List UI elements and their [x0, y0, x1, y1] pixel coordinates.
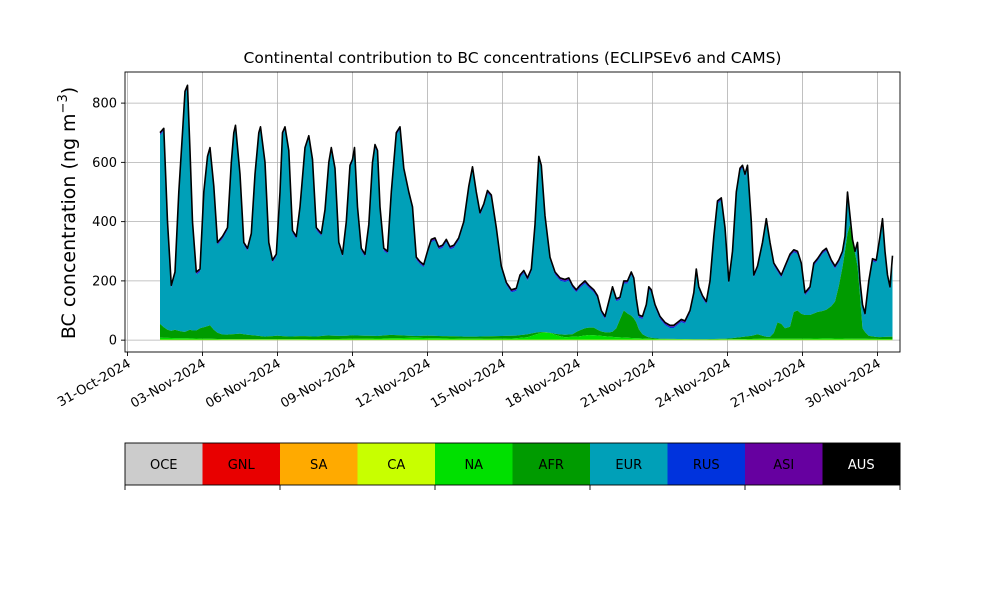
x-axis: 31-Oct-202403-Nov-202406-Nov-202409-Nov-…	[55, 352, 884, 411]
chart-title: Continental contribution to BC concentra…	[244, 49, 782, 67]
legend-swatch-aus	[822, 443, 901, 485]
area-afr	[160, 224, 893, 340]
area-na	[160, 332, 893, 340]
x-tick-label: 09-Nov-2024	[278, 356, 358, 411]
x-tick-label: 15-Nov-2024	[428, 356, 508, 411]
y-axis: 0 200 400 600 800	[92, 97, 125, 349]
y-tick-label: 0	[109, 334, 117, 349]
legend-label-sa: SA	[310, 458, 327, 473]
legend-label-asi: ASI	[773, 458, 794, 473]
x-tick-label: 06-Nov-2024	[203, 356, 283, 411]
x-tick-label: 31-Oct-2024	[55, 356, 133, 410]
legend-swatch-asi	[745, 443, 823, 485]
y-tick-label: 400	[92, 215, 117, 230]
y-tick-label: 800	[92, 97, 117, 112]
x-tick-label: 12-Nov-2024	[353, 356, 433, 411]
area-eur	[160, 88, 893, 340]
x-tick-label: 24-Nov-2024	[653, 356, 733, 411]
legend-frame	[124, 442, 901, 486]
y-axis-label-close: )	[58, 87, 80, 94]
legend-label-na: NA	[464, 458, 483, 473]
x-tick-label: 27-Nov-2024	[728, 356, 808, 411]
plot-area: 0 200 400 600 800 31-Oct-202403-Nov-202406-No…	[55, 71, 901, 411]
x-tick-label: 30-Nov-2024	[803, 356, 883, 411]
stacked-areas	[159, 84, 894, 341]
x-tick-label: 21-Nov-2024	[578, 356, 658, 411]
y-tick-label: 600	[92, 156, 117, 171]
series-line-aus	[159, 84, 894, 327]
legend-label-oce: OCE	[150, 458, 178, 473]
legend-swatch-gnl	[202, 443, 281, 485]
legend-swatch-afr	[512, 443, 591, 485]
legend-swatch-ca	[357, 443, 436, 485]
y-axis-label-main: BC concentration (ng m	[58, 113, 80, 339]
legend-label-aus: AUS	[848, 458, 875, 473]
legend-label-ca: CA	[387, 458, 405, 473]
legend-swatch-rus	[667, 443, 746, 485]
y-axis-label-exponent: −3	[56, 94, 71, 113]
legend-swatch-oce	[125, 443, 203, 485]
axes-frame	[124, 71, 901, 353]
legend-label-eur: EUR	[615, 458, 642, 473]
x-tick-label: 18-Nov-2024	[503, 356, 583, 411]
y-axis-label: BC concentration (ng m−3)	[56, 87, 80, 339]
legend-swatch-na	[435, 443, 513, 485]
legend-label-afr: AFR	[539, 458, 564, 473]
legend-label-gnl: GNL	[228, 458, 256, 473]
legend-swatch-sa	[280, 443, 358, 485]
y-tick-label: 200	[92, 274, 117, 289]
region-legend: OCE GNL SA CA NA AFR EUR RUS ASI AUS	[124, 442, 901, 490]
x-tick-label: 03-Nov-2024	[128, 356, 208, 411]
legend-label-rus: RUS	[693, 458, 720, 473]
legend-swatch-eur	[590, 443, 668, 485]
